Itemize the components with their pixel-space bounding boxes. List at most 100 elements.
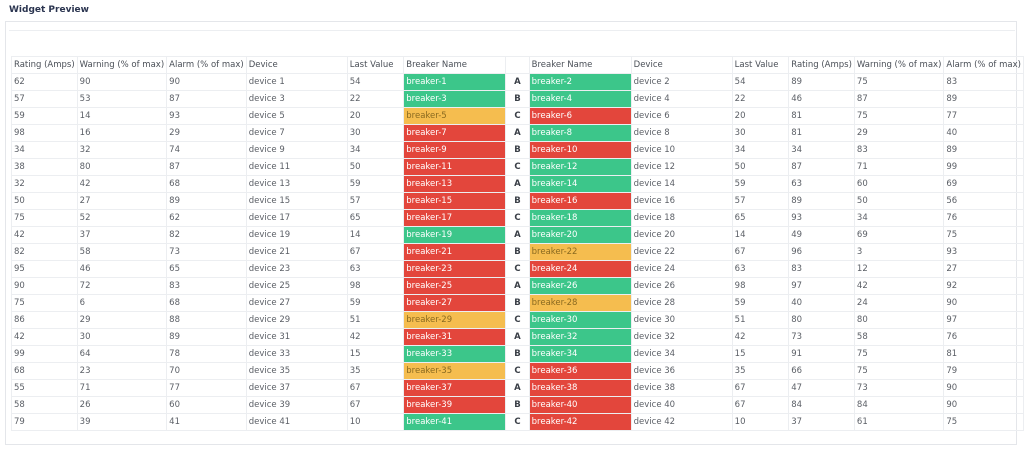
breaker-cell: breaker-12 [528,158,632,176]
table-cell: device 39 [245,396,348,414]
phase-cell: C [505,209,530,227]
column-header: Warning (% of max) [76,56,168,74]
table-cell: 62 [11,73,78,91]
table-cell: 93 [943,243,1024,261]
table-cell: 77 [943,107,1024,125]
table-cell: device 18 [630,209,733,227]
table-cell: 96 [788,243,855,261]
table-cell: 89 [788,73,855,91]
table-cell: 34 [346,141,405,159]
table-cell: 32 [76,141,168,159]
table-cell: device 42 [630,413,733,431]
table-cell: device 19 [245,226,348,244]
table-cell: 14 [76,107,168,125]
breaker-cell: breaker-24 [528,260,632,278]
table-cell: 75 [11,294,78,312]
table-cell: 71 [853,158,945,176]
table-cell: 49 [788,226,855,244]
table-cell: 57 [731,192,790,210]
table-cell: 81 [788,124,855,142]
table-cell: 34 [853,209,945,227]
table-cell: 81 [788,107,855,125]
table-cell: 90 [943,396,1024,414]
table-cell: 60 [853,175,945,193]
table-cell: 35 [731,362,790,380]
table-cell: 88 [166,311,247,329]
table-cell: device 35 [245,362,348,380]
breaker-cell: breaker-18 [528,209,632,227]
table-cell: 14 [731,226,790,244]
table-cell: 57 [346,192,405,210]
table-cell: 53 [76,90,168,108]
breaker-cell: breaker-1 [403,73,507,91]
table-cell: 68 [166,294,247,312]
breaker-cell: breaker-30 [528,311,632,329]
table-cell: device 11 [245,158,348,176]
table-cell: 73 [788,328,855,346]
table-cell: 80 [76,158,168,176]
table-cell: 99 [943,158,1024,176]
table-cell: 16 [76,124,168,142]
table-cell: 27 [943,260,1024,278]
breaker-cell: breaker-34 [528,345,632,363]
phase-cell: C [505,362,530,380]
table-cell: 12 [853,260,945,278]
breaker-cell: breaker-31 [403,328,507,346]
table-cell: device 3 [245,90,348,108]
table-cell: device 10 [630,141,733,159]
table-cell: 30 [76,328,168,346]
table-cell: 39 [76,413,168,431]
table-cell: 40 [943,124,1024,142]
breaker-table: Rating (Amps) Warning (% of max) Alarm (% … [11,56,1024,431]
table-cell: 64 [76,345,168,363]
column-header: Alarm (% of max) [166,56,247,74]
breaker-cell: breaker-20 [528,226,632,244]
table-cell: 82 [11,243,78,261]
breaker-cell: breaker-19 [403,226,507,244]
table-cell: 46 [76,260,168,278]
table-cell: 32 [11,175,78,193]
table-cell: 30 [346,124,405,142]
breaker-cell: breaker-39 [403,396,507,414]
panel-inner [9,30,1015,435]
table-cell: 10 [346,413,405,431]
table-cell: 41 [166,413,247,431]
table-cell: 90 [943,294,1024,312]
column-header: Breaker Name [528,56,632,74]
breaker-cell: breaker-36 [528,362,632,380]
column-header: Device [630,56,733,74]
table-cell: device 8 [630,124,733,142]
table-cell: 59 [346,175,405,193]
table-cell: 81 [943,345,1024,363]
breaker-cell: breaker-3 [403,90,507,108]
table-cell: 87 [853,90,945,108]
table-cell: 67 [346,379,405,397]
table-cell: 83 [943,73,1024,91]
table-cell: 58 [853,328,945,346]
table-cell: 93 [166,107,247,125]
table-cell: 42 [76,175,168,193]
table-cell: 68 [11,362,78,380]
breaker-cell: breaker-41 [403,413,507,431]
table-cell: 67 [731,379,790,397]
table-cell: device 6 [630,107,733,125]
table-cell: 67 [731,243,790,261]
table-cell: 59 [346,294,405,312]
phase-cell: C [505,413,530,431]
breaker-cell: breaker-10 [528,141,632,159]
table-cell: 69 [943,175,1024,193]
table-cell: 35 [346,362,405,380]
table-cell: 42 [731,328,790,346]
phase-cell: A [505,328,530,346]
table-cell: 74 [166,141,247,159]
table-cell: 51 [731,311,790,329]
phase-cell: C [505,311,530,329]
table-cell: 54 [346,73,405,91]
column-header: Alarm (% of max) [943,56,1024,74]
